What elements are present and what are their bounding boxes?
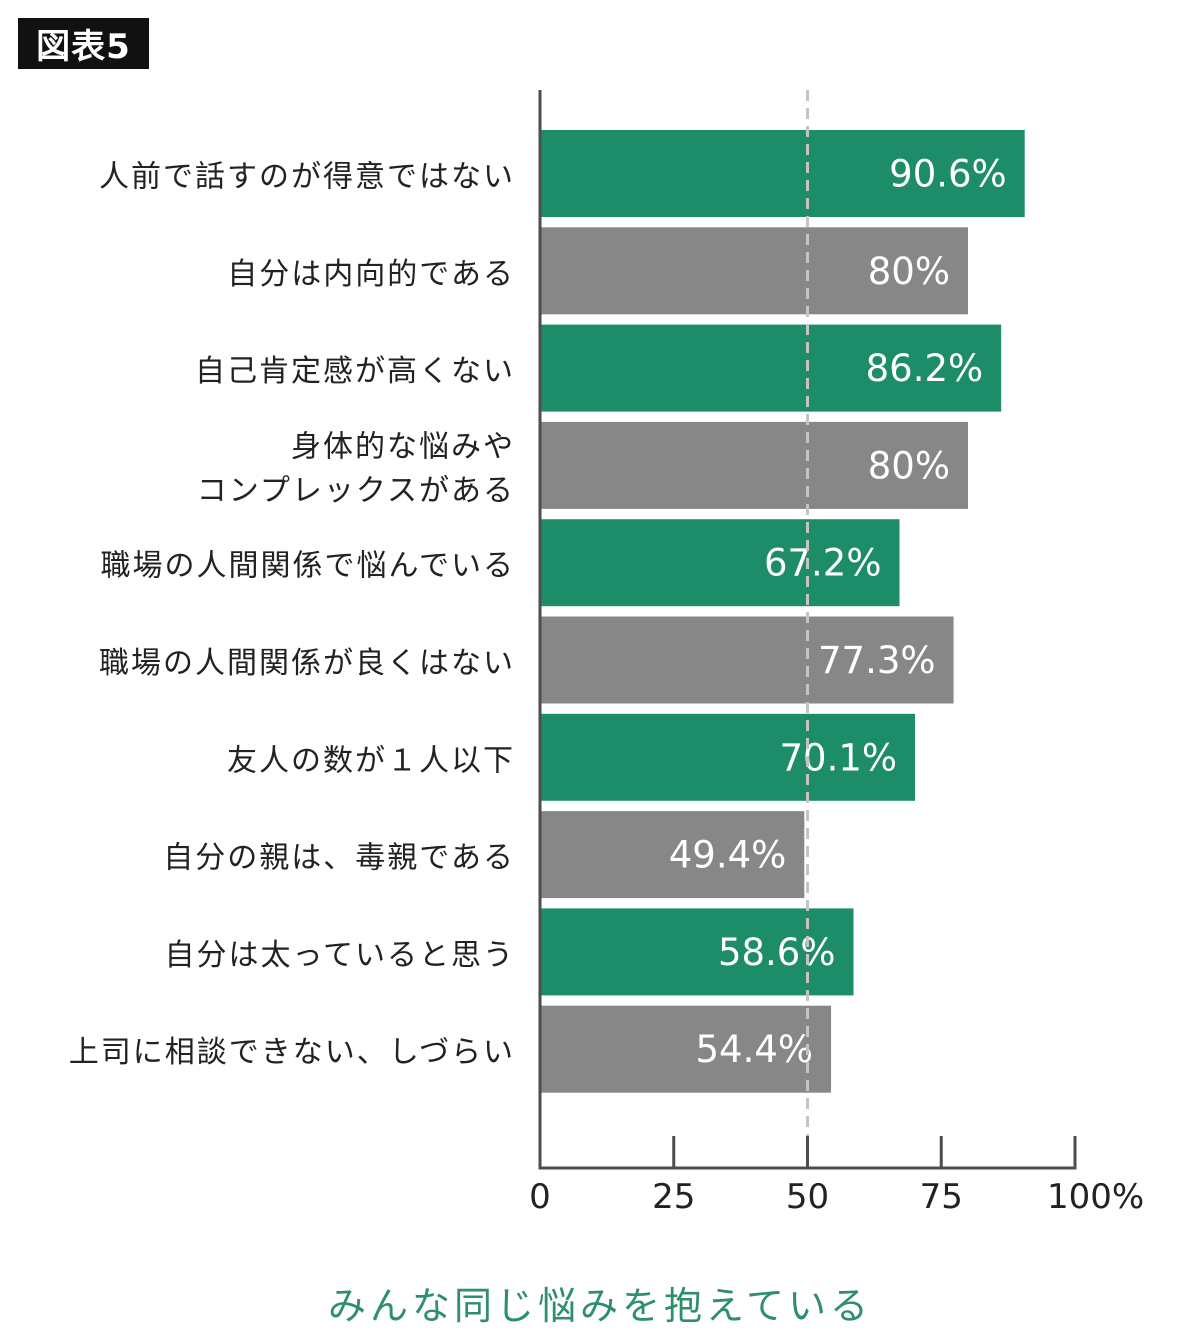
category-label: 身体的な悩みや bbox=[291, 429, 515, 464]
bar-chart: 90.6% 人前で話すのが得意ではない 80% 自分は内向的である 86.2% 自己肯定感… bbox=[69, 90, 1144, 1217]
bar bbox=[540, 421, 968, 509]
category-label: 自分は太っていると思う bbox=[165, 938, 516, 973]
bar bbox=[540, 130, 1025, 217]
x-tick-label: 50 bbox=[786, 1177, 829, 1217]
data-label: 54.4% bbox=[695, 1028, 813, 1071]
bar bbox=[540, 908, 854, 996]
bar bbox=[540, 1005, 832, 1093]
category-label: 友人の数が１人以下 bbox=[227, 743, 515, 778]
category-label: 人前で話すのが得意ではない bbox=[99, 160, 515, 195]
x-tick-label: 100% bbox=[1047, 1177, 1144, 1217]
data-label: 58.6% bbox=[718, 931, 836, 974]
data-label: 67.2% bbox=[764, 542, 882, 585]
data-label: 90.6% bbox=[889, 153, 1007, 196]
x-tick-label: 25 bbox=[652, 1177, 695, 1217]
x-tick-label: 75 bbox=[920, 1177, 963, 1217]
data-label: 70.1% bbox=[779, 736, 897, 779]
category-label: 自分の親は、毒親である bbox=[163, 841, 515, 876]
category-label: 自己肯定感が高くない bbox=[195, 354, 515, 389]
bar bbox=[540, 227, 968, 315]
category-label: 上司に相談できない、しづらい bbox=[69, 1035, 515, 1070]
bar bbox=[540, 616, 954, 704]
bar bbox=[540, 811, 805, 899]
figure-badge: 図表5 bbox=[18, 18, 149, 69]
data-label: 77.3% bbox=[818, 639, 936, 682]
category-label: 職場の人間関係が良くはない bbox=[99, 646, 515, 681]
x-tick-label: 0 bbox=[529, 1177, 551, 1217]
bar bbox=[540, 713, 916, 801]
data-label: 49.4% bbox=[669, 834, 787, 877]
data-label: 80% bbox=[868, 444, 950, 487]
category-label: コンプレックスがある bbox=[197, 473, 515, 508]
category-label: 自分は内向的である bbox=[227, 257, 515, 292]
chart-caption: みんな同じ悩みを抱えている bbox=[327, 1284, 873, 1328]
category-label: 職場の人間関係で悩んでいる bbox=[101, 549, 516, 584]
bar bbox=[540, 519, 900, 607]
data-label: 86.2% bbox=[866, 347, 984, 390]
data-label: 80% bbox=[868, 250, 950, 293]
bar bbox=[540, 324, 1002, 412]
